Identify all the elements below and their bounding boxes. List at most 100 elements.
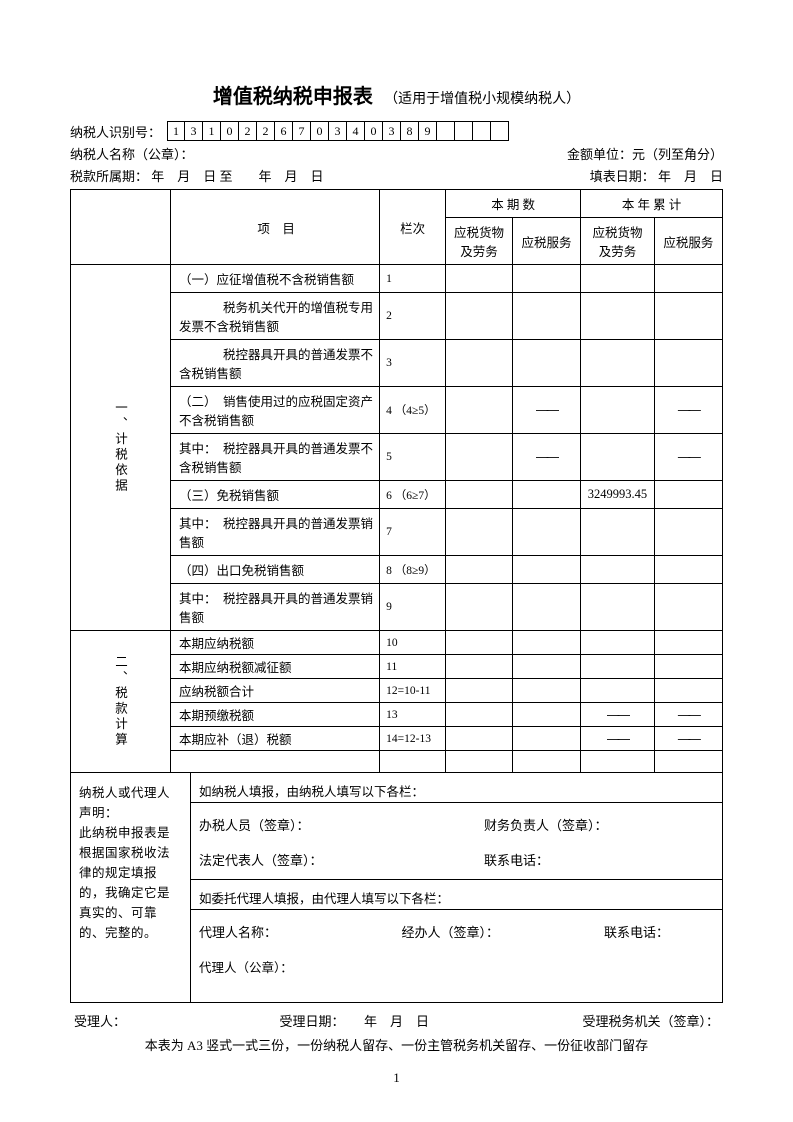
id-digit	[491, 121, 509, 141]
row-value	[654, 556, 722, 584]
row-value: ——	[581, 727, 655, 751]
row-lanci: 7	[380, 509, 446, 556]
hdr-lanci: 栏次	[380, 190, 446, 265]
row-item: （二）销售使用过的应税固定资产不含税销售额	[171, 387, 380, 434]
row-value	[512, 679, 580, 703]
row-value	[581, 387, 655, 434]
row-value	[654, 631, 722, 655]
hdr-goods-1: 应税货物及劳务	[446, 218, 513, 265]
row-lanci: 8 （8≥9）	[380, 556, 446, 584]
row-value	[512, 703, 580, 727]
row-value	[654, 679, 722, 703]
row-item: 应纳税额合计	[171, 679, 380, 703]
row-value	[581, 556, 655, 584]
row-value	[446, 631, 513, 655]
id-digit: 3	[383, 121, 401, 141]
row-value: ——	[654, 387, 722, 434]
period-row: 税款所属期： 年 月 日 至 年 月 日 填表日期： 年 月 日	[70, 166, 723, 185]
row-value	[654, 340, 722, 387]
row-value	[512, 293, 580, 340]
row-value	[512, 340, 580, 387]
row-item: （一）应征增值税不含税销售额	[171, 265, 380, 293]
row-value	[446, 584, 513, 631]
row-value	[446, 509, 513, 556]
sign-row-1: 办税人员（签章）： 财务负责人（签章）：	[191, 803, 723, 841]
row-value	[446, 293, 513, 340]
row-item: 其中：税控器具开具的普通发票不含税销售额	[171, 434, 380, 481]
taxpayer-name-label: 纳税人名称（公章）：	[70, 144, 194, 163]
agent-seal: 代理人（公章）：	[191, 947, 723, 1003]
declaration-table: 纳税人或代理人声明：此纳税申报表是根据国家税收法律的规定填报的，我确定它是真实的…	[70, 772, 723, 1003]
id-digit: 2	[257, 121, 275, 141]
row-value	[446, 265, 513, 293]
id-digit	[437, 121, 455, 141]
id-digit: 9	[419, 121, 437, 141]
row-value	[512, 265, 580, 293]
row-item: （三）免税销售额	[171, 481, 380, 509]
row-value	[512, 631, 580, 655]
hdr-year: 本 年 累 计	[581, 190, 723, 218]
id-digit: 7	[293, 121, 311, 141]
main-table: 项 目 栏次 本 期 数 本 年 累 计 应税货物及劳务 应税服务 应税货物及劳…	[70, 189, 723, 773]
hdr-item: 项 目	[171, 190, 380, 265]
id-digit: 1	[203, 121, 221, 141]
section-title: 一、计税依据	[71, 265, 171, 631]
id-digit: 0	[221, 121, 239, 141]
row-value	[581, 655, 655, 679]
row-item: 本期预缴税额	[171, 703, 380, 727]
row-lanci: 6 （6≥7）	[380, 481, 446, 509]
section-title: 二、税款计算	[71, 631, 171, 773]
row-value	[581, 509, 655, 556]
id-digit: 4	[347, 121, 365, 141]
row-value	[581, 293, 655, 340]
sign-row-2: 法定代表人（签章）： 联系电话：	[191, 840, 723, 880]
row-value	[654, 265, 722, 293]
row-value: ——	[512, 434, 580, 481]
receive-org: 受理税务机关（签章）：	[582, 1011, 719, 1030]
row-item: 其中：税控器具开具的普通发票销售额	[171, 509, 380, 556]
row-item: 本期应纳税额	[171, 631, 380, 655]
row-value: ——	[654, 727, 722, 751]
row-value	[446, 727, 513, 751]
hdr-goods-2: 应税货物及劳务	[581, 218, 655, 265]
receiver: 受理人：	[74, 1011, 126, 1030]
amount-unit: 金额单位：元（列至角分）	[567, 144, 723, 163]
row-item: 税控器具开具的普通发票不含税销售额	[171, 340, 380, 387]
row-value	[581, 584, 655, 631]
row-lanci: 3	[380, 340, 446, 387]
page-number: 1	[0, 1070, 793, 1086]
name-row: 纳税人名称（公章）： 金额单位：元（列至角分）	[70, 144, 723, 163]
row-value: ——	[512, 387, 580, 434]
row-value	[581, 265, 655, 293]
row-lanci: 5	[380, 434, 446, 481]
fill-by-agent: 如委托代理人填报，由代理人填写以下各栏：	[191, 880, 723, 910]
title-sub: （适用于增值税小规模纳税人）	[384, 92, 580, 107]
row-item: 税务机关代开的增值税专用发票不含税销售额	[171, 293, 380, 340]
hdr-current: 本 期 数	[446, 190, 581, 218]
row-value	[446, 387, 513, 434]
row-value: ——	[581, 703, 655, 727]
hdr-service-1: 应税服务	[512, 218, 580, 265]
row-value	[581, 631, 655, 655]
row-value	[581, 340, 655, 387]
id-digit: 0	[311, 121, 329, 141]
id-digit	[473, 121, 491, 141]
id-digit: 1	[167, 121, 185, 141]
id-digit: 0	[365, 121, 383, 141]
row-value: ——	[654, 434, 722, 481]
row-value: ——	[654, 703, 722, 727]
row-lanci: 14=12-13	[380, 727, 446, 751]
row-lanci: 9	[380, 584, 446, 631]
row-value	[512, 556, 580, 584]
id-digit: 8	[401, 121, 419, 141]
row-value	[654, 584, 722, 631]
row-value	[654, 509, 722, 556]
row-lanci: 12=10-11	[380, 679, 446, 703]
row-item: 其中：税控器具开具的普通发票销售额	[171, 584, 380, 631]
receive-date: 受理日期： 年 月 日	[279, 1011, 429, 1030]
row-lanci: 4 （4≥5）	[380, 387, 446, 434]
taxpayer-id-boxes: 131022670340389	[167, 121, 509, 141]
row-value	[654, 481, 722, 509]
id-digit: 2	[239, 121, 257, 141]
footer-line: 受理人： 受理日期： 年 月 日 受理税务机关（签章）：	[70, 1011, 723, 1030]
